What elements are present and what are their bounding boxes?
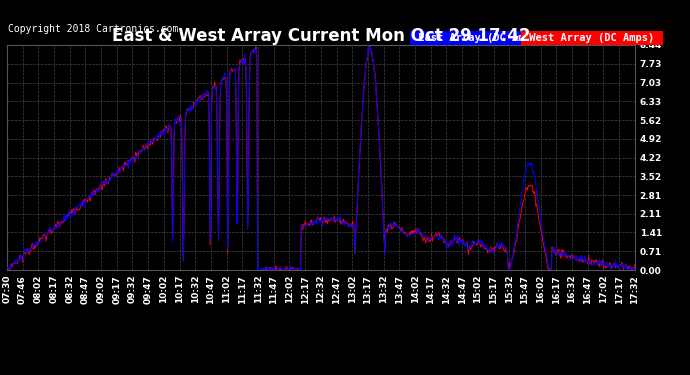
Text: West Array (DC Amps): West Array (DC Amps) bbox=[523, 33, 660, 43]
Text: East Array (DC Amps): East Array (DC Amps) bbox=[412, 33, 549, 43]
Text: Copyright 2018 Cartronics.com: Copyright 2018 Cartronics.com bbox=[8, 24, 179, 34]
Title: East & West Array Current Mon Oct 29 17:42: East & West Array Current Mon Oct 29 17:… bbox=[112, 27, 530, 45]
